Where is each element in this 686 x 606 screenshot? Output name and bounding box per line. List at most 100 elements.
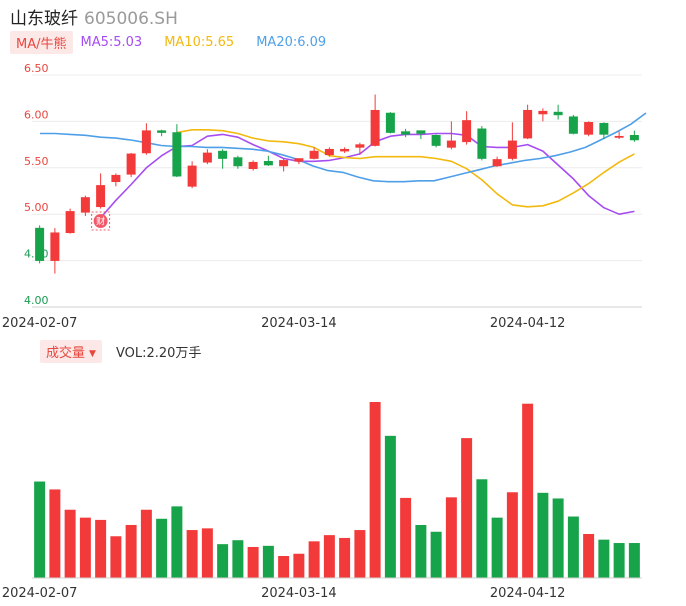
candle-body — [340, 148, 350, 152]
ma20-label: MA20:6.09 — [256, 34, 327, 50]
stock-title: 山东玻纤 605006.SH — [10, 4, 178, 29]
volume-value-label: VOL:2.20万手 — [115, 345, 202, 361]
candle — [202, 149, 212, 165]
candle — [340, 147, 350, 153]
ma-indicator-selector[interactable]: MA/牛熊 — [10, 30, 73, 54]
volume-bar — [583, 534, 595, 578]
candle — [50, 228, 60, 274]
candle-body — [370, 109, 380, 146]
candle-body — [279, 160, 289, 167]
volume-bar — [400, 497, 412, 578]
volume-bar — [567, 516, 579, 578]
volume-bar — [186, 530, 198, 578]
candle — [126, 152, 136, 178]
candle-body — [309, 150, 319, 159]
volume-bar — [522, 403, 534, 578]
candle-body — [172, 132, 182, 177]
candle-body — [65, 211, 75, 234]
candle-body — [187, 165, 197, 187]
candle-body — [218, 150, 228, 159]
volume-bar — [628, 543, 640, 578]
ma10-label: MA10:5.65 — [164, 34, 235, 50]
event-marker: 财 — [91, 211, 111, 231]
candlesticks — [35, 94, 639, 274]
volume-bar — [323, 535, 335, 578]
candle — [96, 173, 106, 209]
candle — [370, 94, 380, 147]
candle-body — [538, 110, 548, 115]
candle — [523, 104, 533, 140]
ma-legend: MA/牛熊 MA5:5.03 MA10:5.65 MA20:6.09 — [10, 30, 348, 54]
candle-body — [355, 144, 365, 148]
date-axis-top: 2024-02-07 2024-03-14 2024-04-12 — [2, 316, 566, 331]
candle-body — [477, 128, 487, 159]
candle-body — [202, 152, 212, 163]
candle — [35, 225, 45, 264]
date-tick-label: 2024-04-12 — [490, 586, 566, 601]
candle — [431, 134, 441, 148]
y-tick-label: 4.00 — [24, 294, 49, 307]
candle-body — [446, 140, 456, 148]
candle-body — [35, 227, 45, 261]
volume-bar — [262, 545, 274, 578]
candle — [446, 121, 456, 150]
volume-indicator-selector[interactable]: 成交量 ▼ — [40, 339, 102, 363]
volume-bar — [64, 509, 76, 578]
candle-body — [263, 161, 273, 166]
candle-body — [401, 131, 411, 135]
ma20-line — [40, 112, 647, 183]
candle — [507, 122, 517, 161]
date-tick-label: 2024-04-12 — [490, 316, 566, 331]
volume-bar — [552, 498, 564, 578]
candle — [584, 121, 594, 137]
volume-bar — [95, 519, 107, 578]
volume-bar — [415, 524, 427, 578]
volume-bar — [339, 537, 351, 578]
candle-body — [507, 140, 517, 159]
candle — [492, 156, 502, 167]
volume-bar — [613, 543, 625, 578]
volume-bar — [461, 438, 473, 578]
candle — [462, 111, 472, 145]
candle — [324, 147, 334, 157]
candle — [248, 160, 258, 171]
candle-body — [462, 120, 472, 143]
candle-body — [614, 135, 624, 138]
candle-body — [248, 161, 258, 170]
candle-body — [492, 159, 502, 167]
candle-body — [431, 135, 441, 146]
candle — [385, 112, 395, 134]
volume-bar — [598, 539, 610, 578]
volume-bar — [384, 435, 396, 578]
candle-body — [629, 135, 639, 141]
date-tick-label: 2024-02-07 — [2, 586, 78, 601]
candle — [80, 195, 90, 217]
volume-bar — [232, 540, 244, 578]
candle — [233, 155, 243, 169]
candle — [187, 161, 197, 189]
price-grid — [32, 74, 642, 308]
candle-body — [553, 111, 563, 116]
ma10-line — [176, 129, 635, 208]
volume-bar — [445, 497, 457, 578]
candle — [599, 122, 609, 140]
marker-frame — [91, 211, 111, 231]
volume-bar — [491, 517, 503, 578]
candle-body — [324, 148, 334, 156]
volume-bar — [79, 517, 91, 578]
candle — [309, 147, 319, 160]
candle — [553, 104, 563, 120]
date-axis-bottom: 2024-02-07 2024-03-14 2024-04-12 — [2, 586, 566, 601]
volume-bar — [49, 489, 61, 578]
volume-bar — [171, 506, 183, 578]
volume-bar — [34, 481, 46, 578]
candle — [65, 208, 75, 234]
volume-legend: 成交量 ▼ VOL:2.20万手 — [40, 339, 202, 363]
ma5-line — [99, 132, 635, 219]
volume-bar — [354, 530, 366, 578]
candle — [416, 130, 426, 140]
volume-bar — [369, 402, 381, 578]
ma5-label: MA5:5.03 — [80, 34, 143, 50]
candle — [263, 155, 273, 166]
